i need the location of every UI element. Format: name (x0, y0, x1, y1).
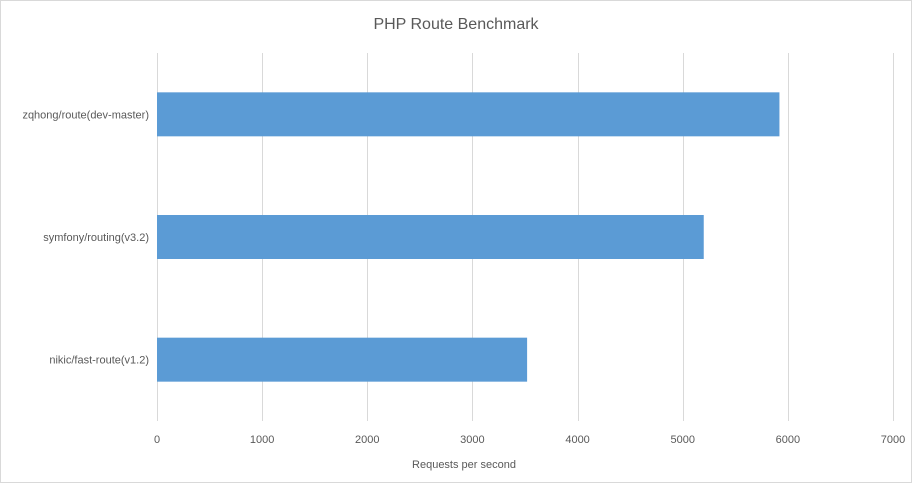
x-tick-label: 2000 (355, 434, 379, 446)
category-label: symfony/routing(v3.2) (43, 232, 149, 244)
bar-2 (157, 337, 528, 382)
category-label: zqhong/route(dev-master) (22, 109, 149, 121)
x-tick-label: 3000 (460, 434, 484, 446)
x-axis-title: Requests per second (412, 459, 516, 471)
x-tick-label: 7000 (881, 434, 905, 446)
x-tick-label: 1000 (250, 434, 274, 446)
x-tick-label: 5000 (670, 434, 694, 446)
chart-title: PHP Route Benchmark (373, 16, 539, 33)
category-labels: zqhong/route(dev-master) symfony/routing(… (22, 109, 149, 366)
bars (157, 92, 780, 382)
x-tick-label: 6000 (776, 434, 800, 446)
bar-1 (157, 215, 704, 259)
bar-0 (157, 92, 780, 137)
x-tick-label: 0 (154, 434, 160, 446)
category-label: nikic/fast-route(v1.2) (49, 355, 149, 367)
x-tick-labels: 0 1000 2000 3000 4000 5000 6000 7000 (154, 434, 905, 446)
x-tick-label: 4000 (565, 434, 589, 446)
